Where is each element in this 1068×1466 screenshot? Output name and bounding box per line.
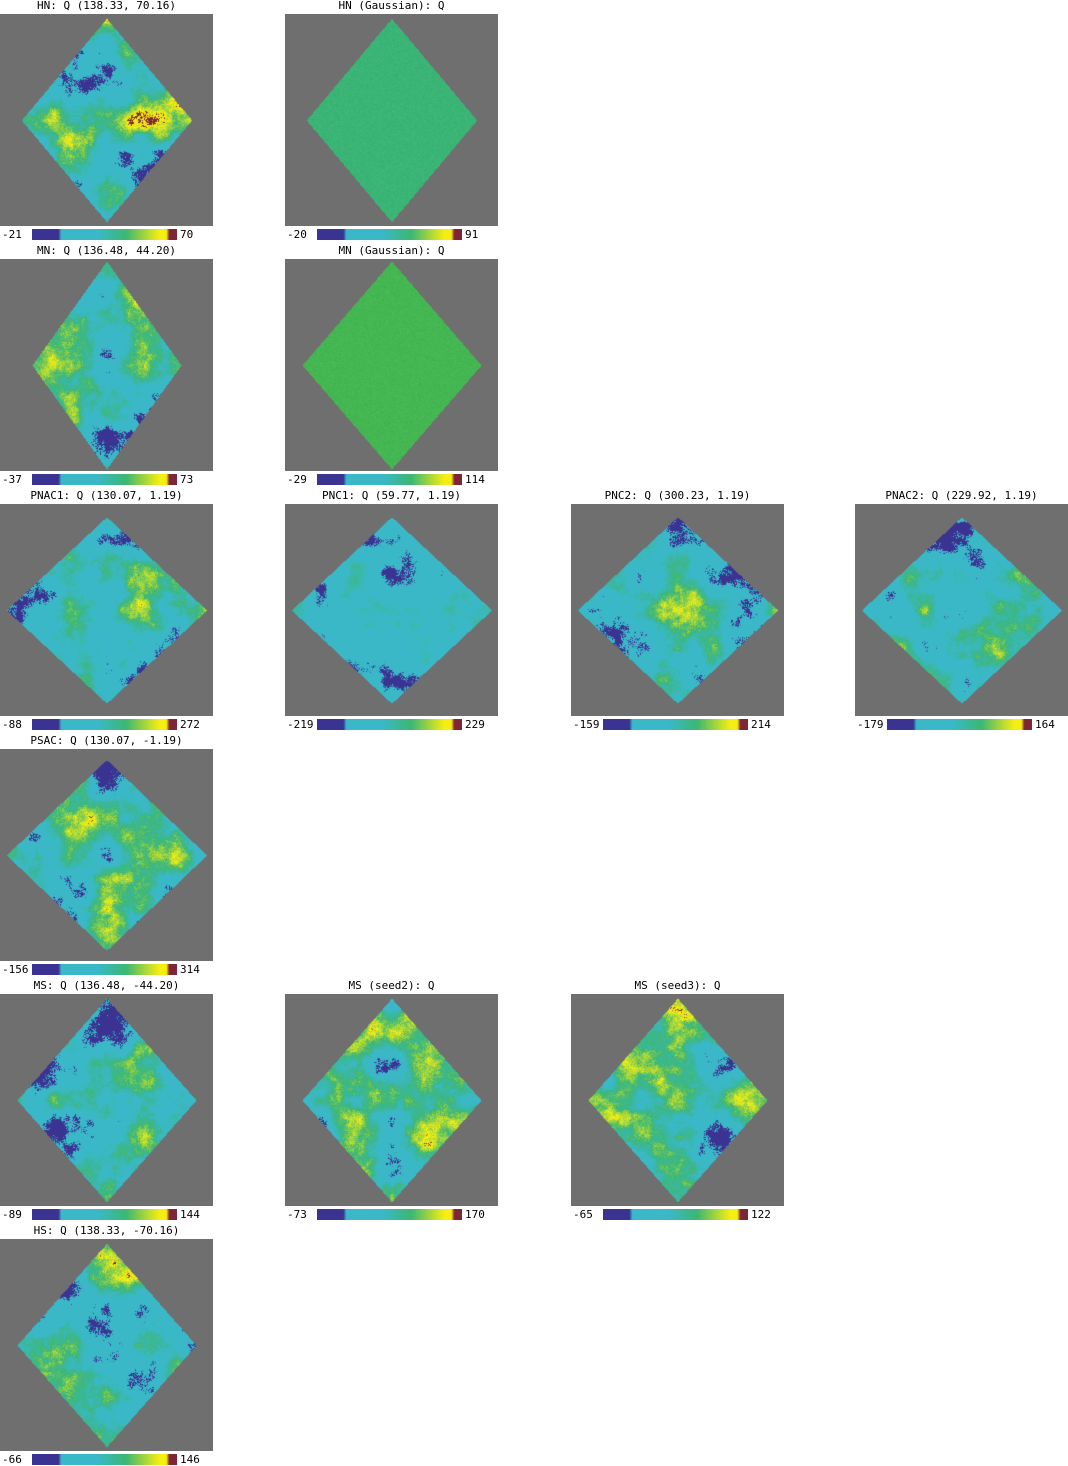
panel-title: MN: Q (136.48, 44.20) xyxy=(36,244,177,257)
colorbar-min-label: -66 xyxy=(2,1453,22,1466)
map-panel-pnc1: PNC1: Q (59.77, 1.19) -219 229 xyxy=(285,489,498,731)
colorbar: -159 214 xyxy=(571,718,784,731)
q-map-image xyxy=(0,749,213,961)
colorbar-gradient xyxy=(32,1209,177,1220)
q-map-image xyxy=(0,259,213,471)
panel-title: HS: Q (138.33, -70.16) xyxy=(33,1224,180,1237)
panel-title: MS: Q (136.48, -44.20) xyxy=(33,979,180,992)
colorbar-max-label: 144 xyxy=(180,1208,200,1221)
map-panel-mn: MN: Q (136.48, 44.20) -37 73 xyxy=(0,244,213,486)
colorbar-min-label: -21 xyxy=(2,228,22,241)
colorbar-gradient xyxy=(32,1454,177,1465)
colorbar-min-label: -179 xyxy=(857,718,884,731)
colorbar-max-label: 73 xyxy=(180,473,194,486)
colorbar-min-label: -65 xyxy=(573,1208,593,1221)
colorbar-min-label: -156 xyxy=(2,963,29,976)
q-map-image xyxy=(0,1239,213,1451)
map-panel-psac: PSAC: Q (130.07, -1.19) -156 314 xyxy=(0,734,213,976)
panel-title: MN (Gaussian): Q xyxy=(338,244,445,257)
colorbar-max-label: 229 xyxy=(465,718,485,731)
map-panel-hs: HS: Q (138.33, -70.16) -66 146 xyxy=(0,1224,213,1466)
colorbar-min-label: -29 xyxy=(287,473,307,486)
q-map-image xyxy=(0,994,213,1206)
panel-title: PNAC1: Q (130.07, 1.19) xyxy=(30,489,183,502)
colorbar-min-label: -37 xyxy=(2,473,22,486)
colorbar: -89 144 xyxy=(0,1208,213,1221)
colorbar: -179 164 xyxy=(855,718,1068,731)
panel-title: PNC2: Q (300.23, 1.19) xyxy=(604,489,751,502)
map-panel-pnc2: PNC2: Q (300.23, 1.19) -159 214 xyxy=(571,489,784,731)
colorbar-gradient xyxy=(603,719,748,730)
colorbar-min-label: -20 xyxy=(287,228,307,241)
colorbar-min-label: -219 xyxy=(287,718,314,731)
colorbar: -37 73 xyxy=(0,473,213,486)
q-map-image xyxy=(285,259,498,471)
colorbar: -219 229 xyxy=(285,718,498,731)
colorbar-max-label: 122 xyxy=(751,1208,771,1221)
q-map-image xyxy=(571,504,784,716)
map-panel-mn-gaussian: MN (Gaussian): Q -29 114 xyxy=(285,244,498,486)
map-panel-hn: HN: Q (138.33, 70.16) -21 70 xyxy=(0,0,213,241)
colorbar-max-label: 146 xyxy=(180,1453,200,1466)
colorbar: -156 314 xyxy=(0,963,213,976)
panel-title: HN: Q (138.33, 70.16) xyxy=(36,0,177,12)
colorbar: -73 170 xyxy=(285,1208,498,1221)
colorbar: -88 272 xyxy=(0,718,213,731)
colorbar-gradient xyxy=(32,964,177,975)
q-map-image xyxy=(855,504,1068,716)
q-map-image xyxy=(571,994,784,1206)
colorbar-min-label: -88 xyxy=(2,718,22,731)
panel-title: PNC1: Q (59.77, 1.19) xyxy=(321,489,462,502)
colorbar-gradient xyxy=(317,229,462,240)
panel-title: PSAC: Q (130.07, -1.19) xyxy=(30,734,183,747)
colorbar-gradient xyxy=(32,719,177,730)
q-map-image xyxy=(285,994,498,1206)
colorbar-gradient xyxy=(603,1209,748,1220)
map-panel-ms-seed3: MS (seed3): Q -65 122 xyxy=(571,979,784,1221)
map-panel-pnac2: PNAC2: Q (229.92, 1.19) -179 164 xyxy=(855,489,1068,731)
colorbar: -66 146 xyxy=(0,1453,213,1466)
map-panel-pnac1: PNAC1: Q (130.07, 1.19) -88 272 xyxy=(0,489,213,731)
panel-title: PNAC2: Q (229.92, 1.19) xyxy=(885,489,1038,502)
colorbar: -65 122 xyxy=(571,1208,784,1221)
colorbar: -21 70 xyxy=(0,228,213,241)
colorbar-min-label: -73 xyxy=(287,1208,307,1221)
colorbar-gradient xyxy=(887,719,1032,730)
colorbar-gradient xyxy=(32,474,177,485)
colorbar-max-label: 314 xyxy=(180,963,200,976)
map-panel-ms-seed2: MS (seed2): Q -73 170 xyxy=(285,979,498,1221)
colorbar: -20 91 xyxy=(285,228,498,241)
colorbar-max-label: 70 xyxy=(180,228,194,241)
colorbar-gradient xyxy=(317,1209,462,1220)
colorbar-min-label: -89 xyxy=(2,1208,22,1221)
q-map-image xyxy=(285,504,498,716)
colorbar-max-label: 164 xyxy=(1035,718,1055,731)
colorbar-max-label: 114 xyxy=(465,473,485,486)
q-map-image xyxy=(0,14,213,226)
q-map-image xyxy=(0,504,213,716)
colorbar-max-label: 91 xyxy=(465,228,479,241)
colorbar-max-label: 214 xyxy=(751,718,771,731)
colorbar-min-label: -159 xyxy=(573,718,600,731)
colorbar-gradient xyxy=(32,229,177,240)
colorbar-gradient xyxy=(317,719,462,730)
panel-title: MS (seed3): Q xyxy=(634,979,721,992)
panel-title: MS (seed2): Q xyxy=(348,979,435,992)
q-map-image xyxy=(285,14,498,226)
colorbar-max-label: 170 xyxy=(465,1208,485,1221)
map-panel-ms: MS: Q (136.48, -44.20) -89 144 xyxy=(0,979,213,1221)
panel-title: HN (Gaussian): Q xyxy=(338,0,445,12)
colorbar-max-label: 272 xyxy=(180,718,200,731)
colorbar-gradient xyxy=(317,474,462,485)
colorbar: -29 114 xyxy=(285,473,498,486)
map-panel-hn-gaussian: HN (Gaussian): Q -20 91 xyxy=(285,0,498,241)
